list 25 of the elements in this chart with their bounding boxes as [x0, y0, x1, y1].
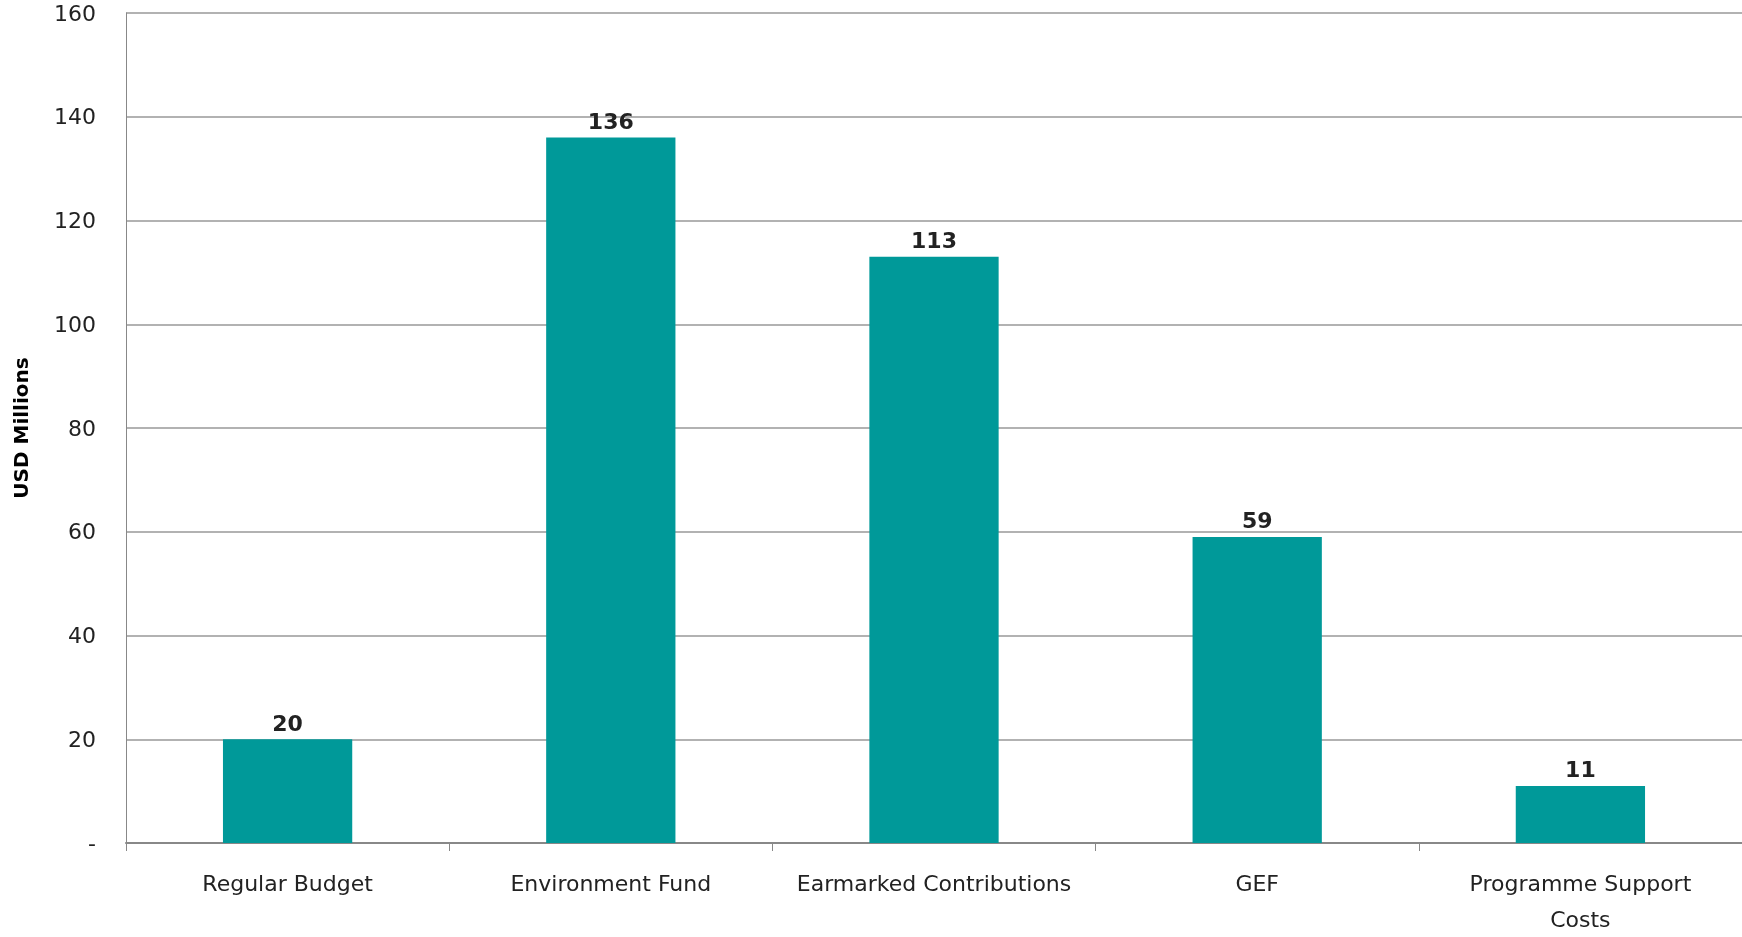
bar — [1515, 785, 1646, 843]
data-label: 20 — [272, 710, 303, 736]
y-tick-label: 160 — [54, 0, 96, 26]
y-tick-label: 60 — [68, 519, 96, 545]
bar — [1192, 536, 1322, 843]
data-label: 59 — [1241, 508, 1273, 534]
bar — [222, 739, 353, 843]
data-label: 113 — [911, 228, 957, 254]
x-tick-label: Programme Support Costs — [1469, 870, 1692, 932]
y-axis-title: USD Millions — [9, 357, 33, 499]
y-tick-label: 40 — [68, 623, 96, 648]
x-tick-label: Regular Budget — [202, 870, 374, 896]
bar — [546, 137, 676, 843]
x-tick-label: Environment Fund — [510, 870, 712, 896]
y-tick-label: 140 — [54, 104, 96, 130]
x-tick-label: GEF — [1235, 870, 1279, 896]
bar — [869, 256, 999, 843]
y-tick-label: - — [88, 830, 96, 856]
data-label: 136 — [587, 109, 634, 134]
y-tick-label: 120 — [54, 208, 96, 233]
data-label: 11 — [1565, 757, 1596, 783]
x-tick-label: Earmarked Contributions — [796, 870, 1072, 896]
y-tick-label: 20 — [68, 726, 96, 752]
y-tick-label: 80 — [68, 415, 96, 441]
y-tick-label: 100 — [54, 311, 96, 337]
